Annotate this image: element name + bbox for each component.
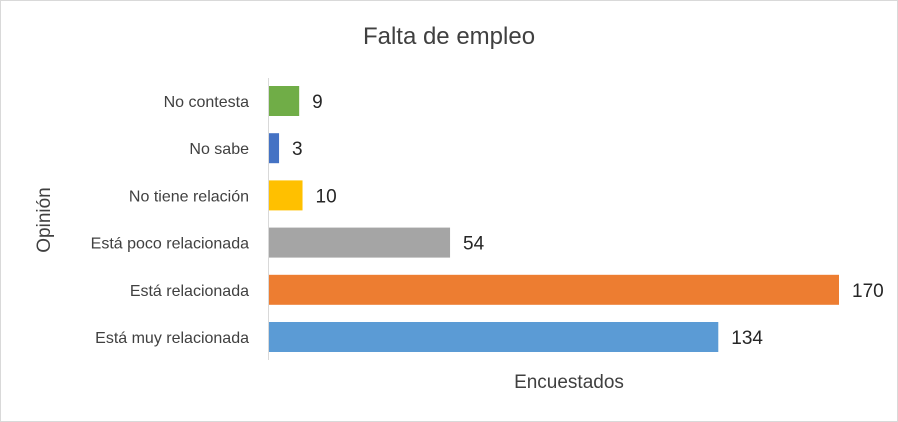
bar-4 (269, 274, 839, 305)
category-label-0: No contesta (164, 94, 249, 111)
x-axis-title: Encuestados (514, 372, 624, 393)
bars-group: No contesta 9 No sabe 3 No tiene relación 10 E… (91, 86, 884, 352)
bar-2 (269, 180, 303, 211)
chart-title: Falta de empleo (363, 23, 535, 50)
category-label-2: No tiene relación (129, 188, 249, 205)
data-label-4: 170 (852, 281, 884, 302)
category-label-5: Está muy relacionada (95, 330, 249, 347)
category-label-4: Está relacionada (130, 283, 249, 300)
data-label-5: 134 (731, 328, 763, 349)
bar-1 (269, 133, 280, 164)
category-label-3: Está poco relacionada (91, 236, 249, 253)
data-label-2: 10 (316, 186, 337, 207)
bar-5 (269, 322, 719, 352)
data-label-0: 9 (312, 92, 323, 113)
category-label-1: No sabe (189, 141, 249, 158)
data-label-1: 3 (292, 139, 303, 160)
data-label-3: 54 (463, 234, 485, 255)
bar-3 (269, 227, 451, 258)
bar-0 (269, 86, 300, 116)
y-axis-title: Opinión (34, 187, 55, 253)
